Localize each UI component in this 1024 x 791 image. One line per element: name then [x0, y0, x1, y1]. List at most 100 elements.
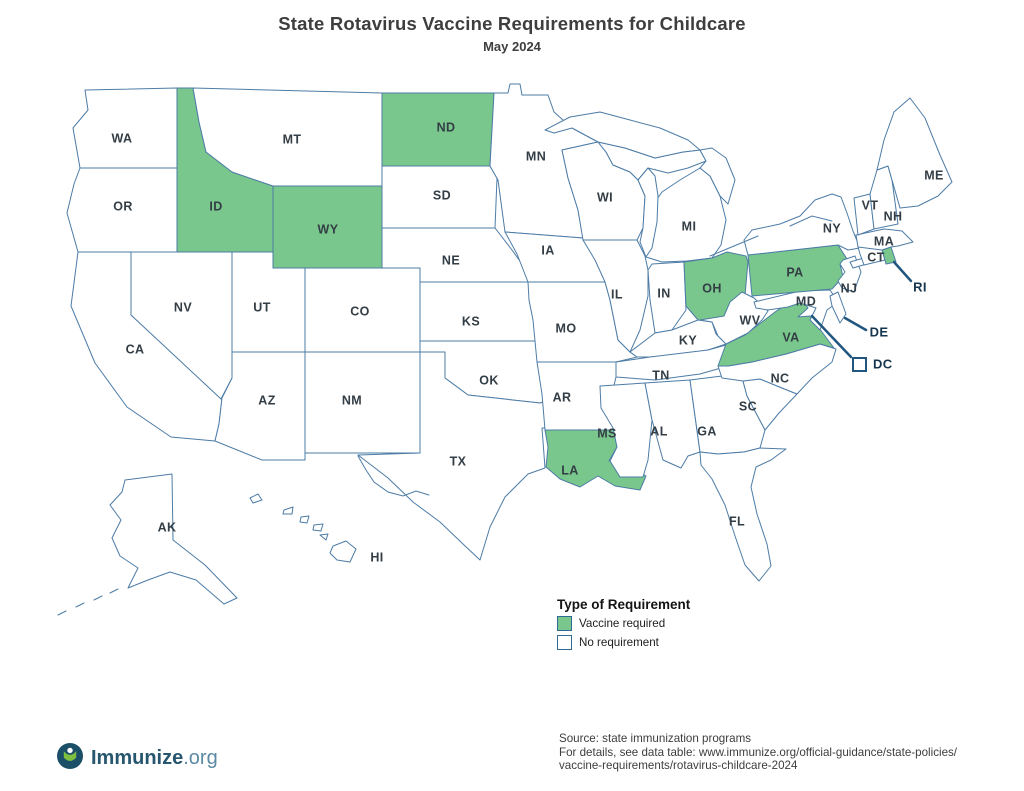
- state-label-OR: OR: [113, 199, 133, 213]
- state-ME: [876, 97, 953, 209]
- state-label-VT: VT: [862, 198, 879, 212]
- state-NM: [304, 351, 421, 454]
- state-label-WA: WA: [112, 131, 133, 145]
- state-WA: [72, 87, 178, 169]
- state-label-IL: IL: [611, 287, 623, 301]
- state-label-SD: SD: [433, 188, 451, 202]
- state-label-AZ: AZ: [258, 393, 275, 407]
- map-title: State Rotavirus Vaccine Requirements for…: [278, 13, 746, 34]
- aleutian-islands-icon: [109, 588, 119, 594]
- legend-swatch-none-icon: [557, 635, 572, 650]
- mexico-coastline-icon: [357, 455, 430, 497]
- legend-label-required: Vaccine required: [579, 617, 666, 630]
- state-label-NH: NH: [884, 209, 903, 223]
- lake-michigan-icon: [637, 167, 659, 258]
- state-HI: [312, 523, 324, 532]
- state-VA: [717, 296, 835, 367]
- brand-name: Immunize.org: [91, 747, 218, 769]
- legend-label-none: No requirement: [579, 636, 659, 649]
- state-label-OH: OH: [702, 281, 722, 295]
- state-label-KS: KS: [462, 314, 480, 328]
- state-HI: [299, 515, 310, 524]
- state-FL: [699, 447, 787, 582]
- state-label-NM: NM: [342, 393, 362, 407]
- immunize-person-icon: [56, 742, 84, 775]
- source-line: vaccine-requirements/rotavirus-childcare…: [559, 759, 798, 772]
- callout-label-DE: DE: [870, 324, 889, 339]
- state-label-MO: MO: [556, 321, 577, 335]
- state-label-MS: MS: [597, 426, 617, 440]
- state-label-CA: CA: [126, 342, 145, 356]
- state-TX: [357, 351, 566, 561]
- states-layer: [66, 83, 953, 605]
- state-label-MN: MN: [526, 149, 546, 163]
- legend-item-required: Vaccine required: [557, 616, 690, 631]
- aleutian-islands-icon: [75, 602, 85, 608]
- state-label-CT: CT: [867, 250, 884, 264]
- source-line: Source: state immunization programs: [559, 732, 752, 745]
- callout-label-RI: RI: [913, 279, 927, 294]
- brand-suffix: .org: [183, 747, 218, 769]
- map-subtitle: May 2024: [483, 39, 541, 54]
- state-label-OK: OK: [479, 373, 499, 387]
- state-NY: [743, 193, 861, 256]
- aleutian-islands-icon: [93, 595, 103, 601]
- callout-line-DC: [810, 314, 853, 359]
- dc-no-requirement-box-icon: [852, 357, 867, 372]
- state-PA: [747, 244, 848, 297]
- state-label-HI: HI: [370, 550, 383, 564]
- immunize-logo: Immunize.org: [56, 742, 218, 775]
- state-label-WV: WV: [740, 313, 761, 327]
- state-label-ND: ND: [437, 120, 456, 134]
- state-label-KY: KY: [679, 333, 697, 347]
- state-DE: [829, 291, 847, 324]
- state-label-IN: IN: [657, 286, 670, 300]
- lakes-and-coastlines-layer: [57, 111, 833, 616]
- state-label-PA: PA: [786, 265, 803, 279]
- state-label-SC: SC: [739, 399, 757, 413]
- state-MA: [855, 228, 914, 251]
- state-IL: [582, 239, 649, 353]
- state-label-NY: NY: [823, 221, 841, 235]
- legend-title: Type of Requirement: [557, 597, 691, 612]
- state-IN: [647, 261, 687, 334]
- state-AK: [109, 473, 238, 605]
- callout-label-DC: DC: [873, 356, 893, 371]
- state-label-NJ: NJ: [841, 281, 858, 295]
- callout-line-DE: [843, 316, 868, 332]
- state-label-MT: MT: [283, 132, 302, 146]
- state-label-NV: NV: [174, 300, 192, 314]
- state-label-GA: GA: [697, 424, 717, 438]
- state-label-MI: MI: [682, 219, 697, 233]
- state-label-MD: MD: [796, 294, 816, 308]
- state-label-LA: LA: [561, 463, 578, 477]
- legend-item-none: No requirement: [557, 635, 690, 650]
- state-label-NE: NE: [442, 253, 460, 267]
- state-label-WI: WI: [597, 190, 613, 204]
- state-HI: [249, 493, 263, 504]
- lake-erie-icon: [709, 235, 759, 257]
- source-note: Source: state immunization programs For …: [559, 732, 957, 773]
- state-HI: [329, 540, 357, 563]
- state-WV: [699, 291, 769, 345]
- state-label-MA: MA: [874, 234, 894, 248]
- legend: Type of Requirement Vaccine required No …: [557, 597, 690, 650]
- callout-line-RI: [892, 260, 913, 283]
- state-label-IA: IA: [541, 243, 554, 257]
- state-label-UT: UT: [253, 300, 270, 314]
- state-label-ME: ME: [924, 168, 944, 182]
- state-label-TX: TX: [450, 454, 467, 468]
- source-line: For details, see data table: www.immuniz…: [559, 745, 958, 759]
- state-HI: [319, 533, 329, 541]
- legend-swatch-required-icon: [557, 616, 572, 631]
- state-label-FL: FL: [729, 514, 745, 528]
- state-label-TN: TN: [652, 368, 669, 382]
- aleutian-islands-icon: [57, 610, 67, 616]
- state-label-AK: AK: [158, 520, 177, 534]
- labels-and-callouts-layer: WA OR CA NV ID MT WY UT CO AZ NM ND SD NE KS OK TX MN IA MO…: [112, 120, 944, 564]
- state-label-AL: AL: [650, 424, 667, 438]
- state-label-NC: NC: [771, 371, 790, 385]
- state-label-CO: CO: [350, 304, 370, 318]
